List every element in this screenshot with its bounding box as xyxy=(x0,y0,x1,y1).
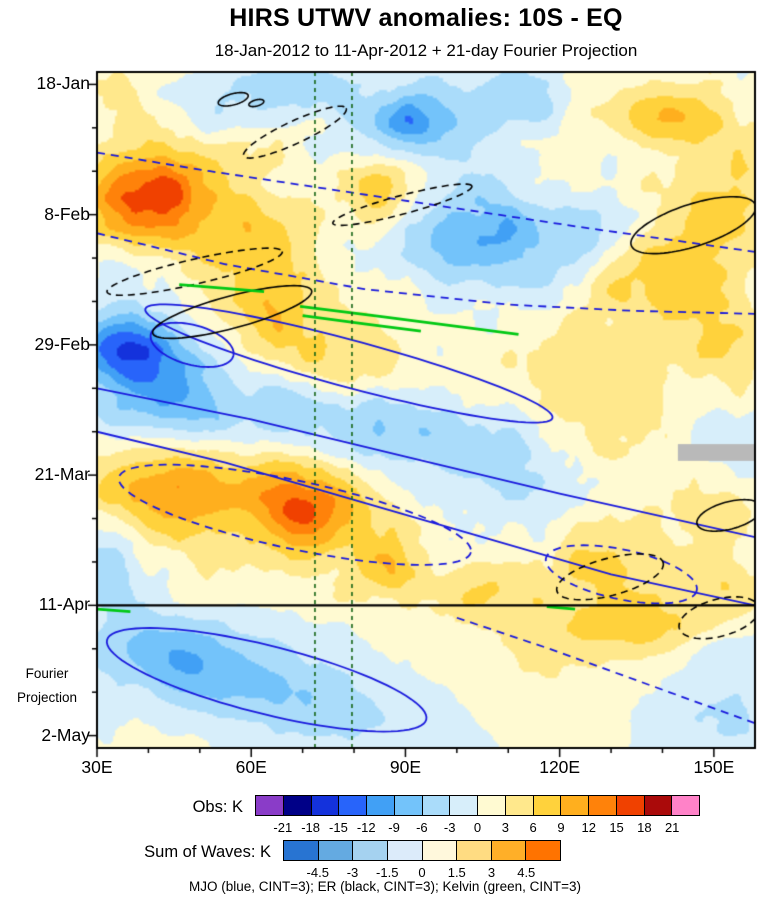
obs-colorbar xyxy=(255,795,700,816)
colorbar-cell xyxy=(615,795,645,816)
colorbar-cell xyxy=(643,795,673,816)
colorbar-cell xyxy=(421,840,458,861)
colorbar-cell xyxy=(283,840,319,861)
colorbar-tick-label: 6 xyxy=(529,820,537,835)
colorbar-cell xyxy=(525,840,561,861)
y-tick-label: 8-Feb xyxy=(44,203,90,224)
colorbar-cell xyxy=(255,795,284,816)
y-tick-label: 2-May xyxy=(41,724,90,745)
y-tick-label: 21-Mar xyxy=(34,464,90,485)
fourier-label-line2: Projection xyxy=(16,690,78,705)
colorbar-tick-label: 0 xyxy=(418,865,426,880)
obs-colorbar-label: Obs: K xyxy=(192,798,243,816)
x-tick-label: 90E xyxy=(389,757,421,777)
colorbar-tick-label: -1.5 xyxy=(376,865,399,880)
colorbar-tick-label: 3 xyxy=(487,865,496,880)
obs-colorbar-ticks: -21 -18 -15 -12 -9 -6 -3 0 3 6 9 12 15 18 21 xyxy=(255,820,700,836)
colorbar-cell xyxy=(338,795,367,816)
colorbar-tick-label: 9 xyxy=(557,820,565,835)
colorbar-tick-label: -6 xyxy=(416,820,428,835)
colorbar-tick-label: -3 xyxy=(443,820,456,835)
colorbar-tick-label: -4.5 xyxy=(306,865,329,880)
colorbar-cell xyxy=(352,840,388,861)
colorbar-tick-label: 12 xyxy=(581,820,596,835)
x-tick-label: 120E xyxy=(539,757,581,777)
y-tick-label: 11-Apr xyxy=(38,594,90,615)
colorbar-cell xyxy=(310,795,340,816)
colorbar-tick-label: -15 xyxy=(329,820,348,835)
colorbar-cell xyxy=(671,795,700,816)
colorbar-tick-label: 4.5 xyxy=(517,865,536,880)
wave-legend-caption: MJO (blue, CINT=3); ER (black, CINT=3); … xyxy=(189,879,581,894)
y-tick-label: 29-Feb xyxy=(34,333,90,354)
colorbar-tick-label: 18 xyxy=(637,820,652,835)
colorbar-tick-label: 1.5 xyxy=(447,865,466,880)
colorbar-cell xyxy=(588,795,617,816)
colorbar-cell xyxy=(560,795,589,816)
colorbar-cell xyxy=(282,795,312,816)
colorbar-tick-label: -3 xyxy=(346,865,359,880)
colorbar-cell xyxy=(421,795,451,816)
colorbar-tick-label: -18 xyxy=(301,820,321,835)
colorbar-cell xyxy=(504,795,534,816)
colorbar-tick-label: 3 xyxy=(501,820,509,835)
sum-of-waves-colorbar-ticks: -4.5 -3 -1.5 0 1.5 3 4.5 xyxy=(283,865,561,881)
fourier-label-line1: Fourier xyxy=(25,666,69,681)
colorbar-tick-label: 0 xyxy=(473,820,482,835)
colorbar-tick-label: -9 xyxy=(388,820,400,835)
sum-of-waves-colorbar xyxy=(283,840,561,861)
colorbar-cell xyxy=(393,795,423,816)
sum-of-waves-colorbar-label: Sum of Waves: K xyxy=(144,843,271,861)
colorbar-cell xyxy=(386,840,423,861)
x-tick-label: 150E xyxy=(693,757,735,777)
colorbar-cell xyxy=(449,795,478,816)
x-tick-label: 60E xyxy=(235,757,267,777)
colorbar-cell xyxy=(477,795,506,816)
colorbar-tick-label: -21 xyxy=(273,820,293,835)
x-tick-label: 30E xyxy=(81,757,113,777)
colorbar-cell xyxy=(366,795,395,816)
y-tick-label: 18-Jan xyxy=(36,73,90,94)
colorbar-cell xyxy=(490,840,527,861)
colorbar-cell xyxy=(317,840,354,861)
fourier-projection-label: Fourier Projection xyxy=(0,662,94,710)
colorbar-tick-label: 21 xyxy=(664,820,680,835)
colorbar-cell xyxy=(532,795,562,816)
colorbar-tick-label: 15 xyxy=(609,820,624,835)
colorbar-cell xyxy=(456,840,492,861)
colorbar-tick-label: -12 xyxy=(356,820,376,835)
